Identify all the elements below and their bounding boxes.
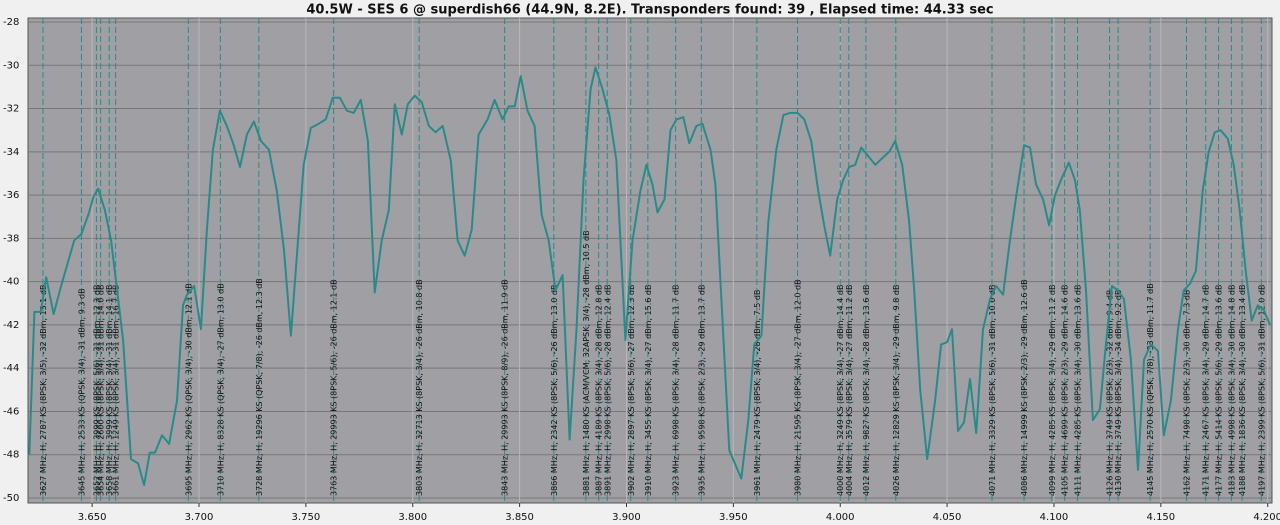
y-tick-label: -50 — [3, 493, 19, 504]
y-tick-label: -44 — [3, 363, 19, 374]
transponder-label: 4099 MHz, H, 4285 KS (8PSK, 3/4), -29 dB… — [1048, 285, 1057, 496]
transponder-label: 4000 MHz, H, 3249 KS (8PSK, 3/4), -27 dB… — [836, 285, 845, 496]
transponder-label: 3654 MHz, H, 2600 KS (8PSK, 3/4), -31 dB… — [97, 285, 106, 496]
y-tick-label: -46 — [3, 406, 19, 417]
transponder-label: 3710 MHz, H, 8328 KS (QPSK, 3/4), -27 dB… — [216, 283, 225, 496]
x-tick-label: 3.900 — [612, 512, 641, 523]
x-tick-label: 4.200 — [1253, 512, 1280, 523]
y-tick-label: -48 — [3, 450, 19, 461]
y-tick-label: -28 — [3, 17, 19, 28]
x-tick-label: 4.150 — [1147, 512, 1176, 523]
y-tick-label: -32 — [3, 104, 19, 115]
transponder-label: 3728 MHz, H, 19296 KS (QPSK, 7/8), -26 d… — [255, 278, 264, 496]
x-tick-label: 4.050 — [933, 512, 962, 523]
transponder-label: 4171 MHz, H, 2467 KS (8PSK, 3/4), -29 dB… — [1202, 285, 1211, 496]
x-tick-label: 3.650 — [78, 512, 107, 523]
x-tick-label: 3.750 — [292, 512, 321, 523]
transponder-label: 3881 MHz, H, 1480 KS (ACM/VCM, 32APSK, 3… — [582, 230, 591, 496]
y-tick-label: -40 — [3, 277, 19, 288]
transponder-label: 4183 MHz, H, 4998 KS (8PSK, 3/4), -30 dB… — [1227, 285, 1236, 496]
y-tick-label: -34 — [3, 147, 19, 158]
transponder-label: 4086 MHz, H, 14999 KS (8PSK, 2/3), -29 d… — [1020, 279, 1029, 496]
transponder-label: 3658 MHz, H, 3999 KS (8PSK, 3/4), -31 dB… — [105, 285, 114, 496]
transponder-label: 3887 MHz, H, 4189 KS (8PSK, 3/4), -28 dB… — [595, 285, 604, 496]
transponder-label: 3891 MHz, H, 2998 KS (8PSK, 5/6), -28 dB… — [603, 285, 612, 496]
x-tick-label: 4.000 — [826, 512, 855, 523]
x-tick-label: 3.800 — [398, 512, 427, 523]
transponder-label: 4162 MHz, H, 7498 KS (8PSK, 2/3), -30 dB… — [1183, 290, 1192, 496]
x-tick-label: 3.850 — [505, 512, 534, 523]
transponder-label: 3763 MHz, H, 29993 KS (8PSK, 5/6), -26 d… — [330, 279, 339, 496]
transponder-label: 3803 MHz, H, 32713 KS (8PSK, 3/4), -26 d… — [415, 279, 424, 496]
x-tick-label: 3.700 — [185, 512, 214, 523]
transponder-label: 3661 MHz, H, 1249 KS (8PSK, 3/4), -31 dB… — [112, 285, 121, 496]
y-tick-label: -42 — [3, 320, 19, 331]
transponder-label: 4012 MHz, H, 9827 KS (8PSK, 3/4), -28 dB… — [862, 285, 871, 496]
transponder-label: 4026 MHz, H, 12829 KS (8PSK, 3/4), -29 d… — [892, 285, 901, 496]
transponder-label: 3961 MHz, H, 2479 KS (8PSK, 3/4), -28 dB… — [753, 290, 762, 496]
transponder-label: 4004 MHz, H, 3579 KS (8PSK, 3/4), -27 dB… — [845, 285, 854, 496]
transponder-label: 3910 MHz, H, 3455 KS (8PSK, 3/4), -27 dB… — [644, 285, 653, 496]
transponder-label: 3980 MHz, H, 21595 KS (8PSK, 3/4), -27 d… — [793, 279, 802, 496]
transponder-label: 4126 MHz, H, 3749 KS (8PSK, 2/3), -32 dB… — [1106, 290, 1115, 496]
transponder-label: 3923 MHz, H, 6998 KS (8PSK, 3/4), -28 dB… — [672, 285, 681, 496]
y-tick-label: -30 — [3, 60, 19, 71]
transponder-label: 4130 MHz, H, 3749 KS (8PSK, 3/4), -34 dB… — [1114, 290, 1123, 496]
transponder-label: 4145 MHz, H, 2570 KS (QPSK, 7/8), -33 dB… — [1146, 283, 1155, 496]
y-tick-label: -36 — [3, 190, 19, 201]
transponder-label: 3866 MHz, H, 2342 KS (8PSK, 5/6), -26 dB… — [550, 285, 559, 496]
transponder-label: 4111 MHz, H, 4285 KS (8PSK, 3/4), -30 dB… — [1073, 285, 1082, 496]
chart-title: 40.5W - SES 6 @ superdish66 (44.9N, 8.2E… — [306, 3, 993, 18]
transponder-label: 4071 MHz, H, 3329 KS (8PSK, 5/6), -31 dB… — [988, 285, 997, 496]
transponder-label: 4197 MHz, H, 2399 KS (8PSK, 5/6), -31 dB… — [1257, 285, 1266, 496]
transponder-label: 3645 MHz, H, 2533 KS (QPSK, 3/4), -31 dB… — [77, 288, 86, 496]
transponder-label: 3843 MHz, H, 29993 KS (8PSK, 8/9), -26 d… — [501, 279, 510, 496]
x-tick-label: 3.950 — [719, 512, 748, 523]
y-tick-label: -38 — [3, 233, 19, 244]
transponder-label: 4105 MHz, H, 4699 KS (8PSK, 2/3), -29 dB… — [1061, 285, 1070, 496]
transponder-label: 3695 MHz, H, 2962 KS (QPSK, 3/4), -30 dB… — [184, 283, 193, 496]
transponder-label: 3627 MHz, H, 2787 KS (8PSK, 3/5), -32 dB… — [39, 285, 48, 496]
plot-area — [27, 17, 1273, 504]
transponder-label: 3652 MHz, H, 3999 KS (8PSK, 5/6), -31 dB… — [92, 285, 101, 496]
transponder-label: 3935 MHz, H, 9598 KS (8PSK, 2/3), -29 dB… — [697, 285, 706, 496]
x-tick-label: 4.100 — [1040, 512, 1069, 523]
transponder-label: 3902 MHz, H, 2897 KS (8PSK, 5/6), -27 dB… — [627, 285, 636, 496]
spectrum-line — [28, 66, 1271, 486]
transponder-label: 4177 MHz, H, 5414 KS (8PSK, 5/6), -29 dB… — [1215, 285, 1224, 496]
transponder-label: 4188 MHz, H, 1836 KS (8PSK, 3/4), -30 dB… — [1238, 285, 1247, 496]
